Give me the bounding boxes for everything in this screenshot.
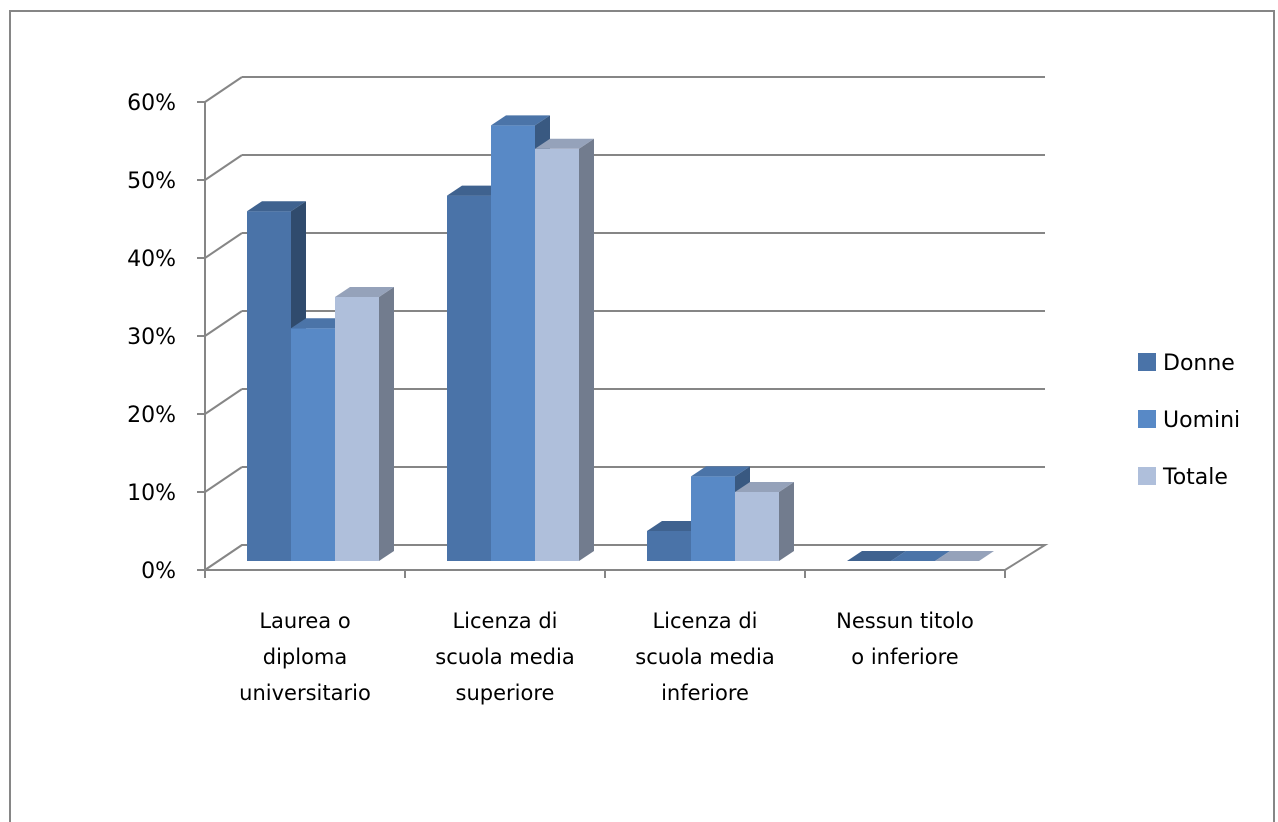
gridline-depth (204, 232, 243, 259)
bar-top (335, 287, 394, 297)
y-tick-label: 50% (127, 169, 176, 194)
gridline-depth (204, 388, 243, 415)
gridline-depth (204, 310, 243, 337)
gridline-depth (204, 76, 243, 103)
gridline-depth (204, 154, 243, 181)
x-tick-label: Licenza di (452, 609, 557, 633)
y-tick-label: 40% (127, 247, 176, 272)
bar-top (847, 551, 906, 561)
bar-side (379, 287, 394, 561)
chart-frame (9, 10, 1275, 822)
x-tick-label: o inferiore (851, 645, 958, 669)
y-tick-label: 10% (127, 481, 176, 506)
bar-front (335, 297, 379, 561)
legend-label: Donne (1163, 351, 1235, 376)
bar-front (735, 492, 779, 561)
bar-front (291, 328, 335, 561)
bar-top (935, 551, 994, 561)
y-tick-label: 20% (127, 403, 176, 428)
bar-side (779, 482, 794, 561)
x-tick-label: scuola media (635, 645, 774, 669)
x-tick-label: Licenza di (652, 609, 757, 633)
bar-front (447, 195, 491, 561)
x-tick-label: diploma (263, 645, 348, 669)
x-tick-label: Laurea o (259, 609, 350, 633)
y-tick-label: 60% (127, 91, 176, 116)
legend-swatch (1138, 467, 1156, 485)
chart-floor (201, 544, 1049, 571)
bar-front (247, 211, 291, 561)
bar-top (691, 466, 750, 477)
gridline-depth (204, 466, 243, 493)
bar-top (535, 138, 594, 149)
y-tick-label: 30% (127, 325, 176, 350)
x-tick-label: superiore (456, 681, 555, 705)
bar-top (735, 482, 794, 492)
legend-label: Uomini (1163, 408, 1240, 433)
x-tick-label: Nessun titolo (836, 609, 974, 633)
x-tick-label: inferiore (661, 681, 749, 705)
bar-top (891, 551, 950, 561)
bar-front (535, 148, 579, 562)
bar-front (491, 125, 535, 562)
bar-front (691, 476, 735, 561)
legend-label: Totale (1162, 465, 1228, 490)
y-tick-label: 0% (141, 559, 176, 584)
x-tick-label: scuola media (435, 645, 574, 669)
bar-side (579, 138, 594, 562)
bar-front (647, 531, 691, 561)
legend-swatch (1138, 410, 1156, 428)
bar-top (247, 201, 306, 212)
legend-swatch (1138, 353, 1156, 371)
x-tick-label: universitario (239, 681, 371, 705)
bar-top (491, 115, 550, 126)
